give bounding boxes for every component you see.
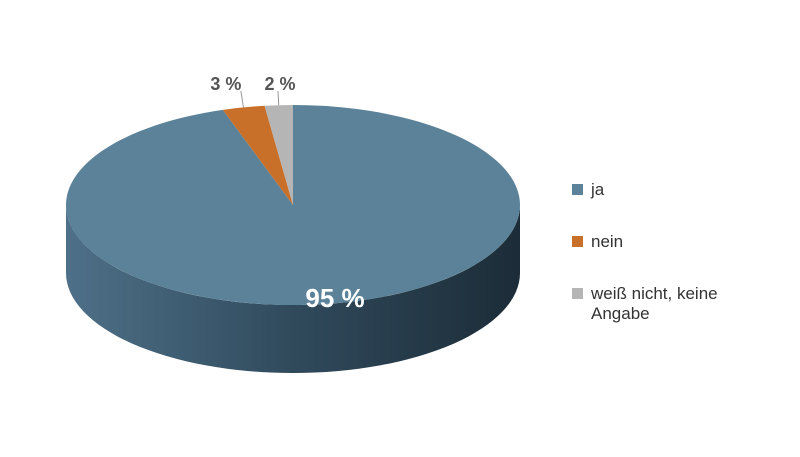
data-label: 95 % — [305, 283, 364, 313]
legend-label: weiß nicht, keine Angabe — [591, 284, 718, 323]
slice-side — [66, 205, 520, 373]
slice — [222, 105, 293, 205]
legend-swatch — [572, 288, 583, 299]
legend-label: nein — [591, 232, 624, 251]
leader-line — [240, 90, 244, 108]
legend-item: nein — [572, 232, 752, 252]
leader-line — [277, 90, 280, 106]
legend-swatch — [572, 236, 583, 247]
legend-label: ja — [591, 180, 605, 199]
legend-item: ja — [572, 180, 752, 200]
data-label: 3 % — [210, 74, 241, 94]
legend-swatch — [572, 184, 583, 195]
legend-item: weiß nicht, keine Angabe — [572, 284, 752, 324]
data-label: 2 % — [264, 74, 295, 94]
slice — [264, 105, 293, 205]
